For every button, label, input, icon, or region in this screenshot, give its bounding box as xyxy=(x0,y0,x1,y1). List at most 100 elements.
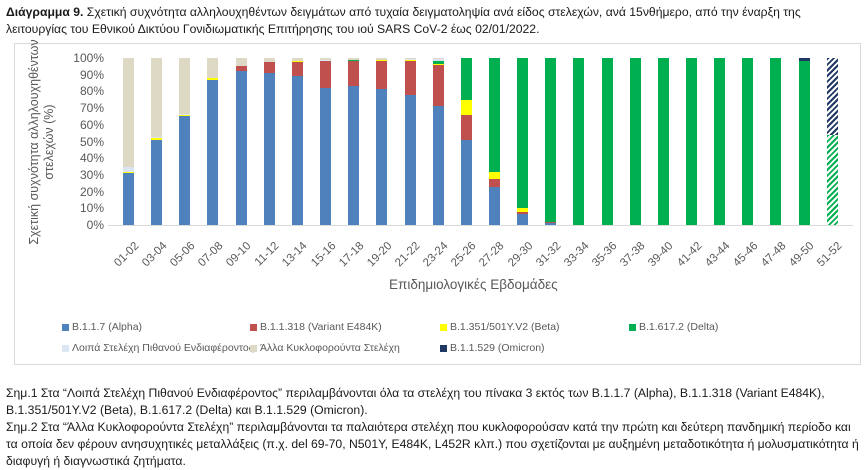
legend-item-other-interest: Λοιπά Στελέχη Πιθανού Ενδιαφέροντος xyxy=(62,342,254,354)
bar-segment xyxy=(686,58,697,225)
legend-label: B.1.1.529 (Omicron) xyxy=(450,342,545,354)
legend-swatch-icon xyxy=(250,344,257,352)
legend-label: Λοιπά Στελέχη Πιθανού Ενδιαφέροντος xyxy=(72,342,254,354)
bar-segment xyxy=(742,58,754,225)
legend-item-beta: B.1.351/501Y.V2 (Beta) xyxy=(440,321,560,333)
bar-segment xyxy=(517,208,529,212)
bar-segment xyxy=(404,58,416,60)
legend-swatch-icon xyxy=(62,323,69,331)
bar-segment xyxy=(432,63,444,65)
bar-35-36 xyxy=(601,58,613,225)
bar-segment xyxy=(263,62,275,74)
y-tick-label: 50% xyxy=(79,134,104,149)
bar-29-30 xyxy=(517,58,529,225)
bar-segment xyxy=(291,61,303,63)
bar-19-20 xyxy=(376,58,388,225)
bar-49-50 xyxy=(798,58,810,225)
bar-segment xyxy=(798,61,810,225)
bar-17-18 xyxy=(348,58,360,225)
legend-item-delta: B.1.617.2 (Delta) xyxy=(629,321,718,333)
bar-segment xyxy=(179,116,191,225)
bar-segment xyxy=(714,58,726,225)
bar-segment xyxy=(348,58,360,60)
bar-segment xyxy=(404,60,416,95)
caption-label: Διάγραμμα 9. xyxy=(6,5,84,19)
legend-label: B.1.1.7 (Alpha) xyxy=(72,321,143,333)
bar-segment xyxy=(151,58,163,137)
bar-segment xyxy=(545,58,557,222)
bar-segment xyxy=(629,58,641,225)
bar-segment xyxy=(320,61,332,89)
bar-39-40 xyxy=(657,58,669,225)
bar-segment xyxy=(151,138,163,140)
y-tick-label: 0% xyxy=(86,218,104,232)
bar-segment xyxy=(826,58,838,135)
legend-label: B.1.617.2 (Delta) xyxy=(639,321,719,333)
legend-swatch-icon xyxy=(629,323,636,331)
bar-11-12 xyxy=(263,58,275,225)
bar-segment xyxy=(123,166,134,173)
y-tick-label: 30% xyxy=(79,167,104,182)
bar-segment xyxy=(404,59,416,61)
bar-segment xyxy=(404,94,416,225)
y-tick-label: 70% xyxy=(79,101,104,116)
bar-segment xyxy=(207,79,219,225)
y-tick-label: 10% xyxy=(79,201,104,216)
legend-item-omicron: B.1.1.529 (Omicron) xyxy=(440,342,545,354)
bar-31-32 xyxy=(545,58,557,225)
bar-segment xyxy=(348,59,360,61)
bar-segment xyxy=(207,58,219,79)
bar-07-08 xyxy=(207,58,219,225)
bar-15-16 xyxy=(320,58,332,225)
bar-09-10 xyxy=(235,58,247,225)
legend-swatch-icon xyxy=(62,344,69,352)
bar-segment xyxy=(179,114,191,117)
bar-segment xyxy=(488,179,500,187)
bar-segment xyxy=(488,58,500,172)
y-tick-label: 80% xyxy=(79,84,104,99)
legend-item-alpha: B.1.1.7 (Alpha) xyxy=(62,321,142,333)
bar-segment xyxy=(432,58,444,59)
legend-label: B.1.351/501Y.V2 (Beta) xyxy=(450,321,560,333)
bar-27-28 xyxy=(488,58,500,225)
bar-segment xyxy=(235,65,247,72)
legend-swatch-icon xyxy=(440,344,447,352)
bar-41-42 xyxy=(686,58,697,225)
y-tick-label: 60% xyxy=(79,117,104,132)
bar-segment xyxy=(432,60,444,64)
legend-label: B.1.1.318 (Variant E484K) xyxy=(260,321,382,333)
bar-51-52 xyxy=(826,58,838,225)
footnote-1: Σημ.1 Στα “Λοιπά Στελέχη Πιθανού Ενδιαφέ… xyxy=(6,386,825,417)
bar-segment xyxy=(517,214,529,225)
bar-segment xyxy=(770,58,782,225)
bar-segment xyxy=(376,58,388,60)
bar-segment xyxy=(291,58,303,62)
bar-segment xyxy=(376,88,388,225)
legend-swatch-icon xyxy=(250,323,257,331)
bar-segment xyxy=(460,114,472,140)
bar-segment xyxy=(348,61,360,87)
bar-segment xyxy=(460,58,472,100)
legend-label: Άλλα Κυκλοφορούντα Στελέχη xyxy=(260,342,400,354)
bar-segment xyxy=(291,76,303,225)
bar-segment xyxy=(151,136,163,139)
bar-segment xyxy=(320,60,332,62)
bar-segment xyxy=(320,59,332,61)
footnote-2: Σημ.2 Στα “Άλλα Κυκλοφορούντα Στελέχη” π… xyxy=(6,420,859,468)
bar-segment xyxy=(432,106,444,225)
bar-segment xyxy=(348,60,360,62)
y-tick-label: 20% xyxy=(79,184,104,199)
bar-segment xyxy=(376,60,388,89)
footnotes: Σημ.1 Στα “Λοιπά Στελέχη Πιθανού Ενδιαφέ… xyxy=(6,385,862,470)
bar-segment xyxy=(235,58,247,66)
bar-segment xyxy=(320,88,332,225)
bar-segment xyxy=(432,64,444,107)
bar-segment xyxy=(657,58,669,225)
bar-segment xyxy=(517,58,529,209)
x-axis-title: Επιδημιολογικές Εβδομάδες xyxy=(389,277,558,292)
bar-segment xyxy=(432,58,444,61)
bar-segment xyxy=(376,59,388,61)
caption-text: Σχετική συχνότητα αλληλουχηθέντων δειγμά… xyxy=(6,5,801,36)
bar-segment xyxy=(179,58,191,114)
bar-segment xyxy=(460,139,472,225)
